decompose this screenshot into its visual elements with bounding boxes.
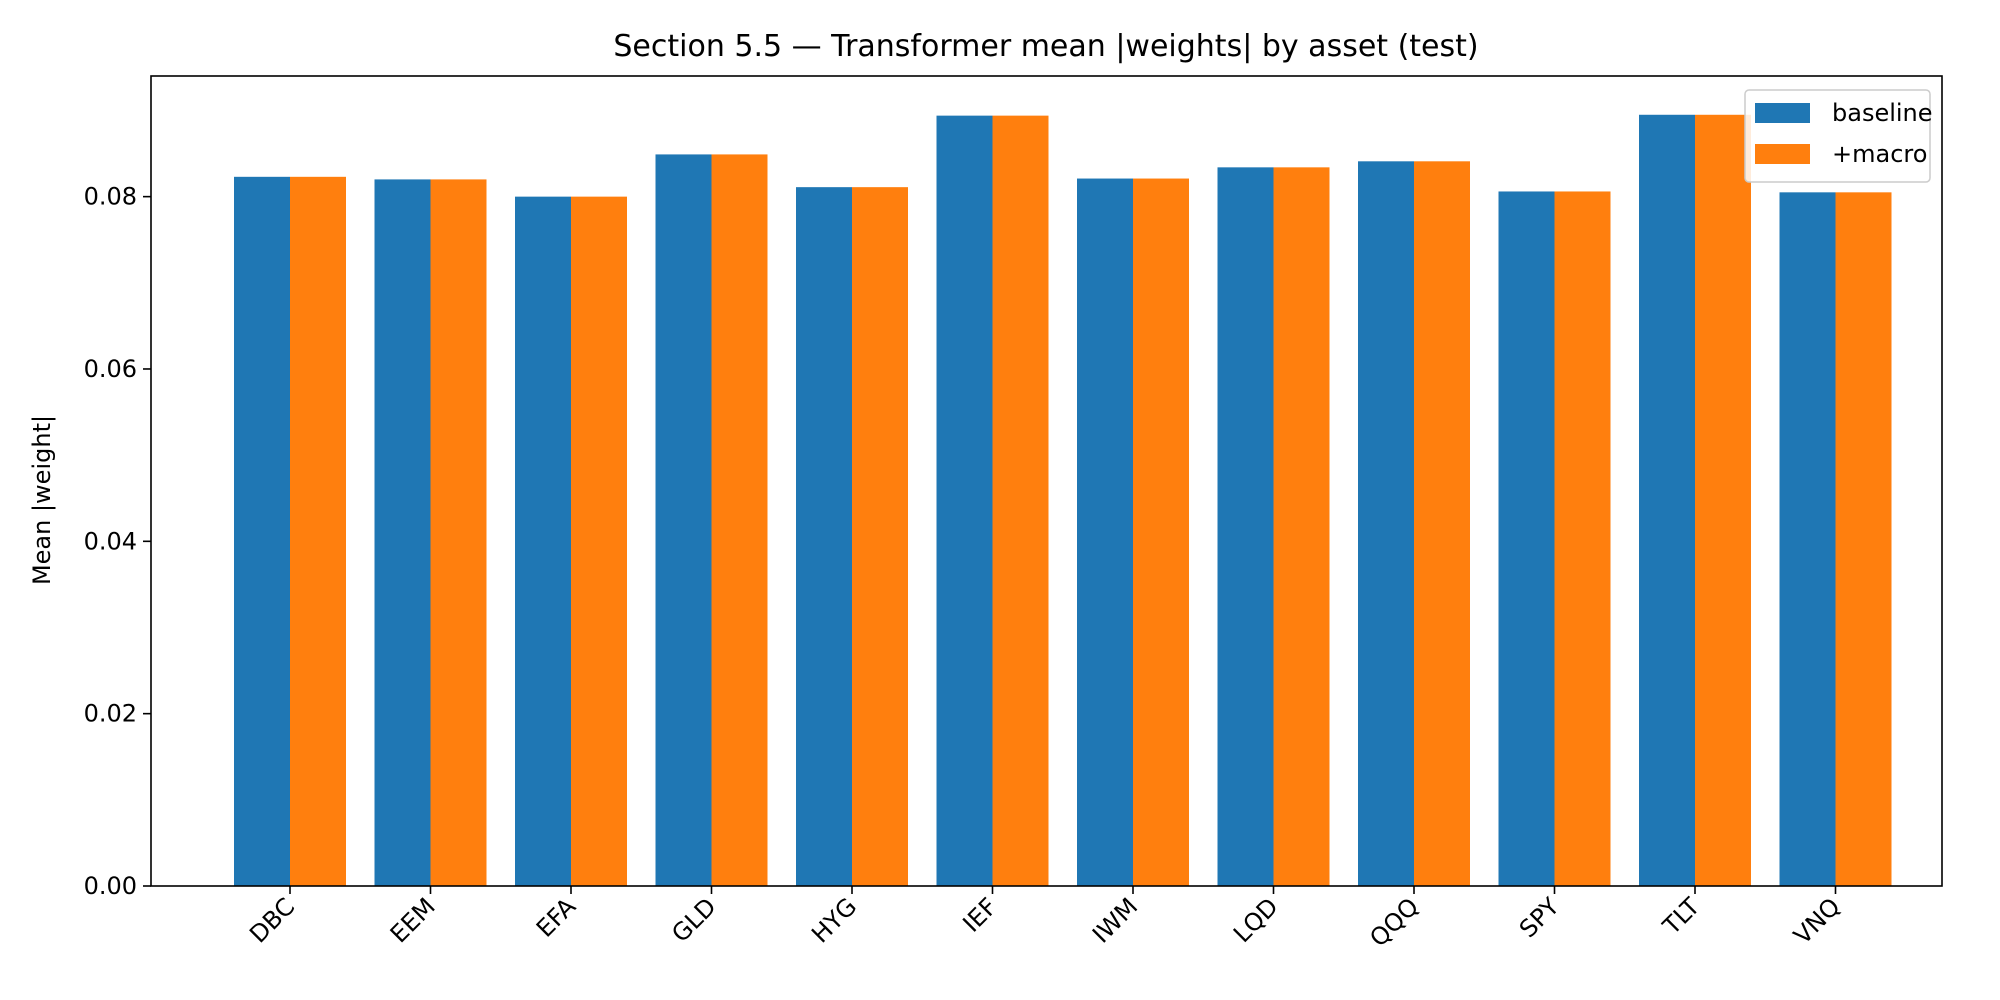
x-tick-label-vnq: VNQ: [1788, 892, 1845, 949]
x-tick-label-spy: SPY: [1514, 892, 1565, 943]
bar-macro-spy: [1554, 191, 1611, 886]
y-tick-label: 0.00: [84, 872, 137, 900]
bar-macro-lqd: [1273, 167, 1330, 886]
bar-baseline-efa: [515, 196, 571, 886]
bar-macro-qqq: [1414, 161, 1470, 886]
x-axis: DBC EEM EFA GLD HYG IEF IWM LQD QQQ SPY TLT VNQ: [244, 886, 1846, 952]
legend: baseline +macro: [1744, 89, 1933, 183]
legend-label-macro: +macro: [1832, 140, 1927, 168]
bar-macro-dbc: [290, 176, 346, 886]
x-tick-label-lqd: LQD: [1228, 892, 1284, 948]
bar-baseline-spy: [1498, 191, 1555, 886]
x-tick-label-efa: EFA: [531, 892, 582, 943]
bar-baseline-hyg: [796, 187, 852, 887]
bar-macro-efa: [571, 196, 627, 886]
legend-swatch-macro: [1755, 144, 1810, 164]
bar-macro-hyg: [852, 187, 908, 887]
bar-baseline-qqq: [1358, 161, 1414, 886]
bar-baseline-dbc: [234, 176, 290, 886]
y-tick-label: 0.08: [84, 183, 137, 211]
x-tick-label-tlt: TLT: [1657, 892, 1706, 941]
legend-label-baseline: baseline: [1832, 99, 1933, 127]
x-tick-label-hyg: HYG: [806, 892, 862, 948]
bar-macro-ief: [992, 115, 1049, 886]
y-tick-label: 0.02: [84, 700, 137, 728]
x-tick-label-iwm: IWM: [1087, 892, 1143, 948]
bar-macro-eem: [430, 179, 487, 887]
bar-baseline-ief: [936, 115, 993, 886]
bar-macro-vnq: [1835, 192, 1892, 887]
y-axis-label: Mean |weight|: [28, 415, 56, 585]
bar-macro-tlt: [1695, 114, 1751, 886]
plot-frame: [150, 75, 1943, 887]
bar-baseline-iwm: [1077, 178, 1133, 887]
bars-layer: [234, 114, 1892, 887]
bar-baseline-gld: [655, 154, 712, 886]
bar-baseline-eem: [374, 179, 431, 887]
x-tick-label-dbc: DBC: [244, 892, 300, 948]
y-tick-label: 0.04: [84, 527, 137, 555]
y-tick-label: 0.06: [84, 355, 137, 383]
bar-baseline-tlt: [1639, 114, 1695, 886]
x-tick-label-qqq: QQQ: [1364, 892, 1424, 952]
bar-baseline-vnq: [1779, 192, 1836, 887]
legend-swatch-baseline: [1755, 103, 1810, 123]
x-tick-label-gld: GLD: [666, 892, 721, 947]
y-axis: 0.00 0.02 0.04 0.06 0.08: [84, 183, 151, 900]
x-tick-label-eem: EEM: [385, 892, 441, 948]
bar-baseline-lqd: [1217, 167, 1274, 886]
bar-macro-gld: [711, 154, 768, 886]
x-tick-label-ief: IEF: [957, 892, 1002, 937]
chart-title: Section 5.5 — Transformer mean |weights|…: [613, 29, 1478, 64]
bar-macro-iwm: [1133, 178, 1189, 887]
